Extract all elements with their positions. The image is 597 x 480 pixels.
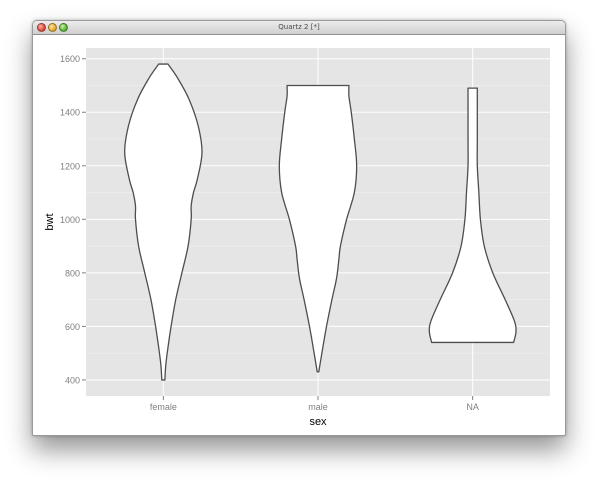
quartz-window: Quartz 2 [*] 400 600 800 1000 1200 1400 1600 f… <box>32 20 566 436</box>
x-tick-label: male <box>308 402 328 412</box>
y-tick-label: 1400 <box>60 108 80 118</box>
violin-na <box>428 87 517 344</box>
minimize-button[interactable] <box>48 23 57 32</box>
y-tick-label: 1600 <box>60 54 80 64</box>
y-axis: 400 600 800 1000 1200 1400 1600 <box>60 54 86 385</box>
x-tick-label: female <box>150 402 177 412</box>
close-button[interactable] <box>37 23 46 32</box>
violin-male <box>278 84 358 373</box>
x-axis-title: sex <box>309 416 327 428</box>
y-tick-label: 600 <box>65 322 80 332</box>
y-axis-title: bwt <box>44 213 56 230</box>
y-tick-label: 1200 <box>60 161 80 171</box>
violin-female <box>124 63 203 381</box>
zoom-button[interactable] <box>59 23 68 32</box>
x-axis: female male NA <box>150 396 479 412</box>
y-tick-label: 400 <box>65 375 80 385</box>
violin-chart: 400 600 800 1000 1200 1400 1600 female male NA s… <box>44 48 550 428</box>
violins <box>124 63 517 381</box>
window-titlebar[interactable]: Quartz 2 [*] <box>33 21 565 35</box>
x-tick-label: NA <box>466 402 479 412</box>
y-tick-label: 1000 <box>60 215 80 225</box>
plot-area: 400 600 800 1000 1200 1400 1600 female male NA s… <box>33 35 565 435</box>
y-tick-label: 800 <box>65 268 80 278</box>
window-title: Quartz 2 [*] <box>278 23 320 31</box>
